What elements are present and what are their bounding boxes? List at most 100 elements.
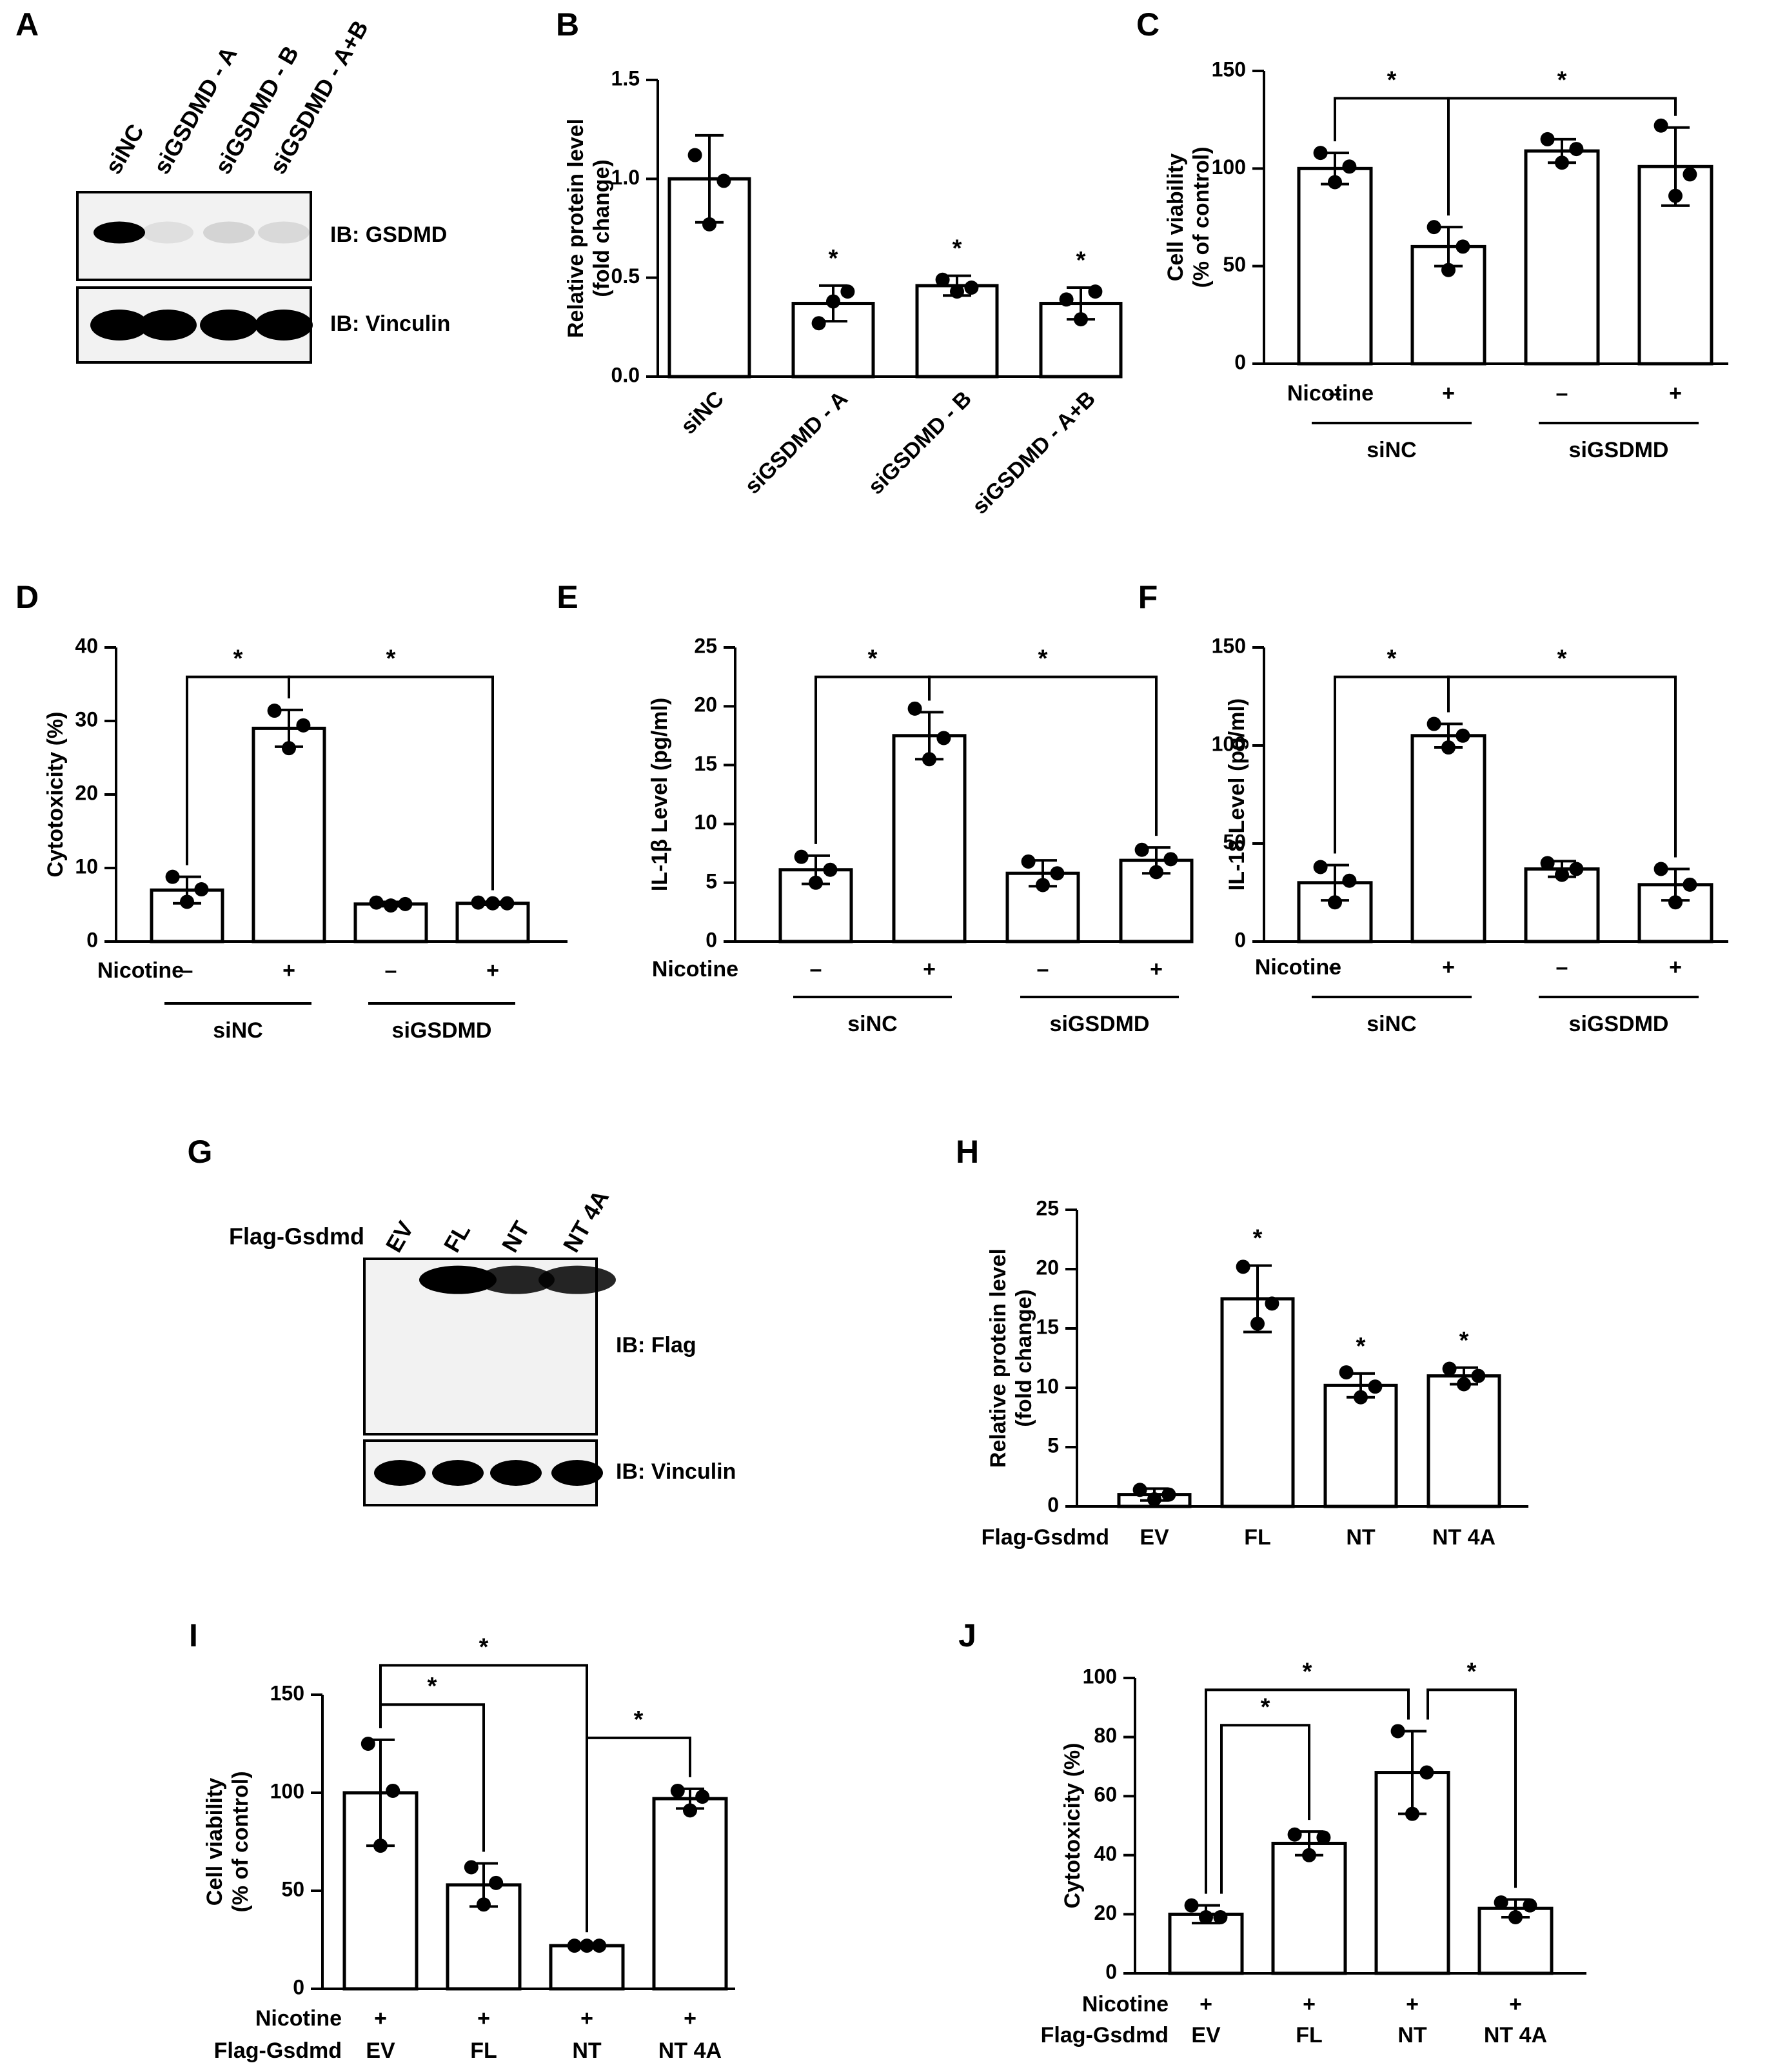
panel-label: C	[1136, 6, 1160, 43]
y-tick-label: 150	[270, 1681, 304, 1704]
x-tick-label: FL	[470, 2038, 497, 2063]
data-point	[1313, 146, 1328, 161]
chart-panel-e: 0 5 10 15 20 25 IL-1β Level (pg/ml) * * Nicotine –…	[647, 634, 1194, 1036]
group-label: siNC	[1367, 1012, 1416, 1036]
data-point	[964, 281, 979, 295]
y-tick-label: 15	[694, 752, 717, 775]
x-tick-label: –	[1037, 957, 1049, 982]
data-point	[1653, 862, 1668, 876]
data-point	[1456, 239, 1470, 254]
data-point	[369, 895, 384, 910]
data-point	[500, 896, 515, 911]
significance-bracket	[1205, 1688, 1410, 1894]
y-tick-label: 1.5	[611, 66, 640, 90]
blot-label: IB: Vinculin	[616, 1459, 736, 1484]
x-tick-label: siGSDMD - A	[740, 386, 853, 498]
significance-star: *	[1387, 646, 1397, 673]
row-label: Nicotine	[1255, 955, 1341, 980]
data-point	[1555, 155, 1569, 170]
y-tick-label: 5	[1047, 1434, 1059, 1457]
y-tick-label: 1.0	[611, 166, 640, 189]
x-tick-label: +	[1509, 1992, 1522, 2017]
data-point	[1328, 175, 1342, 190]
bar	[892, 734, 967, 943]
data-point	[670, 1783, 685, 1798]
significance-star: *	[1387, 66, 1397, 94]
y-tick-label: 50	[281, 1877, 304, 1900]
panel-label: D	[15, 579, 39, 615]
group-label: siGSDMD	[1050, 1012, 1150, 1036]
bar	[252, 726, 326, 943]
data-point	[950, 284, 964, 299]
data-point	[1569, 142, 1584, 157]
x-tick-label: EV	[366, 2038, 395, 2063]
row-label: Nicotine	[1287, 381, 1374, 406]
x-tick-label: –	[1556, 955, 1568, 980]
blot-band	[200, 310, 258, 340]
panel-label: G	[188, 1134, 213, 1170]
x-tick-label: FL	[1296, 2023, 1323, 2047]
data-point	[1088, 284, 1103, 299]
bar	[549, 1944, 625, 1991]
data-point	[486, 896, 500, 911]
x-tick-label: NT 4A	[658, 2038, 722, 2063]
x-tick-label: +	[1150, 957, 1163, 982]
y-axis-label: Relative protein level	[564, 119, 588, 338]
data-point	[1328, 895, 1342, 910]
lane-label: NT 4A	[558, 1185, 615, 1257]
blot-band	[142, 221, 193, 244]
significance-bracket	[379, 1703, 485, 1852]
y-tick-label: 50	[1223, 830, 1246, 853]
y-tick-label: 10	[1036, 1374, 1059, 1397]
x-tick-label: siGSDMD - B	[864, 386, 976, 499]
bar	[915, 284, 999, 379]
data-point	[1161, 1487, 1176, 1502]
data-point	[282, 741, 296, 756]
x-tick-label: +	[580, 2006, 593, 2031]
bar	[1271, 1841, 1347, 1975]
blot-band	[139, 310, 197, 340]
lane-label: FL	[439, 1219, 475, 1257]
chart-panel-j: 0 20 40 60 80 100 Cytotoxicity (%) * * * Nicotine +…	[1041, 1658, 1586, 2047]
data-point	[1342, 873, 1357, 888]
blot-label: IB: Vinculin	[330, 311, 450, 336]
x-tick-label: +	[477, 2006, 490, 2031]
x-tick-label: FL	[1244, 1525, 1271, 1550]
significance-star: *	[1038, 646, 1048, 673]
data-point	[794, 849, 809, 864]
y-tick-label: 25	[1036, 1196, 1059, 1219]
significance-bracket	[586, 1736, 691, 1933]
row-label: Flag-Gsdmd	[1041, 2023, 1169, 2047]
group-label: siNC	[1367, 438, 1416, 462]
data-point	[1426, 220, 1441, 235]
data-point	[267, 704, 282, 718]
data-point	[1163, 852, 1178, 867]
y-axis-label: (% of control)	[228, 1771, 253, 1912]
data-point	[384, 898, 398, 913]
data-point	[373, 1839, 388, 1853]
panel-label: B	[556, 6, 579, 43]
x-tick-label: NT 4A	[1432, 1525, 1496, 1550]
data-point	[386, 1783, 400, 1798]
chart-panel-h: 0 5 10 15 20 25 Relative protein level (fold ch…	[982, 1196, 1528, 1550]
data-point	[1441, 740, 1456, 755]
data-point	[1405, 1806, 1419, 1821]
x-tick-label: +	[374, 2006, 387, 2031]
data-point	[1442, 1361, 1457, 1376]
data-point	[907, 701, 922, 716]
data-point	[1250, 1316, 1265, 1331]
x-tick-label: –	[1329, 955, 1341, 980]
x-tick-label: +	[1442, 955, 1455, 980]
blot-band	[477, 1265, 555, 1294]
blot-band	[203, 221, 255, 244]
y-tick-label: 0.5	[611, 264, 640, 288]
x-tick-label: –	[181, 958, 193, 983]
significance-star: *	[386, 646, 396, 673]
data-point	[1683, 877, 1697, 892]
significance-star: *	[233, 646, 243, 673]
y-axis-label: IL-1β Level (pg/ml)	[647, 698, 672, 891]
data-point	[809, 875, 823, 890]
row-label: Flag-Gsdmd	[214, 2038, 342, 2063]
x-tick-label: NT	[572, 2038, 602, 2063]
y-tick-label: 0	[1047, 1493, 1059, 1516]
